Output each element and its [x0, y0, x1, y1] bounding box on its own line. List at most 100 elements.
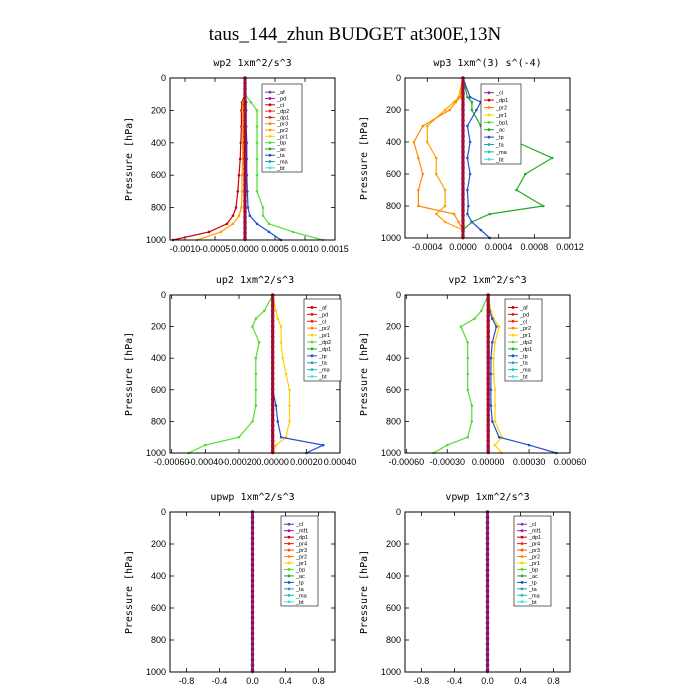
zero-profile-marker [270, 418, 275, 422]
data-point [492, 356, 495, 360]
legend-label: _ac [276, 147, 286, 153]
zero-profile-marker [486, 376, 490, 381]
chart-title: wp2 1xm^2/s^3 [213, 58, 291, 69]
legend-label: _ta [318, 361, 328, 367]
data-point [291, 230, 295, 234]
data-point [279, 435, 283, 439]
legend-swatch-marker [310, 340, 314, 344]
legend-label: _ta [495, 143, 505, 149]
zero-profile-marker [243, 97, 247, 102]
data-point [276, 317, 280, 321]
legend-swatch-marker [520, 542, 524, 546]
zero-profile-marker [461, 92, 465, 96]
zero-profile-marker [270, 329, 275, 334]
zero-profile-marker [270, 402, 275, 407]
zero-profile-marker [270, 319, 275, 323]
zero-profile-marker [485, 584, 490, 588]
chart-panel-5: upwp 1xm^2/s^3 0 200 400 600 800 1000 Pressure … [124, 492, 336, 686]
data-point [255, 173, 259, 177]
x-tick-label: 0.0 [246, 676, 259, 686]
x-tick-label: -0.0005 [200, 244, 231, 254]
chart-panel-2: wp3 1xm^(3) s^(-4) 0 200 400 600 800 1000 Press… [359, 58, 584, 252]
legend-swatch-marker [520, 600, 524, 604]
legend-swatch-marker [511, 347, 515, 351]
zero-profile-marker [243, 151, 247, 155]
zero-profile-marker [461, 123, 465, 128]
zero-profile-marker [486, 413, 490, 417]
data-point [468, 95, 472, 99]
data-point [493, 388, 497, 392]
legend-swatch-marker [268, 122, 272, 126]
legend-label: _ta [519, 361, 529, 367]
zero-profile-marker [243, 236, 247, 241]
data-point [254, 372, 258, 376]
data-point [454, 100, 458, 104]
zero-profile-marker [243, 167, 247, 171]
data-point [527, 443, 531, 447]
legend-swatch-marker [520, 529, 524, 533]
data-point [417, 188, 420, 192]
data-point [251, 420, 254, 423]
zero-profile-marker [243, 172, 247, 177]
data-point [231, 214, 235, 217]
y-tick-label: 200 [386, 105, 401, 115]
data-point [425, 140, 429, 144]
zero-profile-marker [485, 668, 490, 673]
data-point [495, 325, 498, 328]
data-point [267, 230, 271, 234]
legend-swatch-marker [487, 135, 491, 139]
y-tick-label: 600 [151, 170, 166, 180]
x-tick-label: -0.8 [179, 676, 195, 686]
chart-panel-6: vpwp 1xm^2/s^3 0 200 400 600 800 1000 Pressure … [359, 492, 571, 686]
legend-label: _pd [318, 312, 328, 318]
zero-profile-marker [270, 314, 275, 318]
data-point [470, 220, 474, 224]
zero-profile-marker [461, 139, 465, 144]
legend-swatch-marker [511, 326, 515, 330]
legend-label: _bp [528, 567, 538, 573]
zero-profile-marker [243, 188, 247, 193]
legend-label: _bp [295, 567, 305, 573]
legend: _af_pd_cl_pr2_pr1_dp2_dp1_tp_ta_ma_bt [504, 298, 543, 382]
zero-profile-marker [250, 578, 255, 583]
zero-profile-marker [243, 193, 247, 198]
data-point [279, 341, 283, 344]
y-tick-label: 200 [151, 105, 166, 115]
y-tick-label: 1000 [381, 667, 401, 677]
data-point [237, 214, 241, 217]
legend-label: _pd [276, 96, 286, 102]
legend-swatch-marker [287, 580, 291, 584]
legend-label: _tp [519, 354, 528, 360]
legend-label: _pr2 [528, 555, 540, 561]
data-point [467, 204, 470, 208]
data-point [490, 317, 494, 321]
legend-swatch-marker [511, 375, 515, 378]
zero-profile-marker [486, 407, 490, 412]
zero-profile-marker [461, 129, 465, 133]
zero-profile-marker [485, 547, 490, 551]
legend-swatch-marker [287, 593, 291, 597]
zero-profile-marker [486, 439, 490, 443]
y-tick-label: 600 [386, 603, 401, 613]
legend-label: _ma [318, 368, 331, 374]
x-tick-label: 0.00030 [513, 457, 546, 467]
data-point [550, 156, 554, 160]
legend-label: _pr4 [295, 542, 307, 548]
zero-profile-marker [485, 636, 490, 641]
legend-label: _tp [295, 580, 304, 586]
y-tick-label: 0 [396, 290, 401, 300]
data-point [470, 404, 474, 407]
legend: _cl_mf1_dp1_pr4_pr3_pr2_pr1_bp_ac_tp_ta_… [280, 515, 319, 607]
legend-swatch-marker [310, 361, 314, 365]
legend-swatch-marker [520, 522, 524, 526]
y-tick-label: 400 [151, 138, 166, 148]
y-tick-label: 1000 [146, 448, 166, 458]
zero-profile-marker [250, 541, 255, 546]
legend-swatch-marker [287, 587, 291, 591]
data-point [480, 309, 483, 313]
data-point [288, 420, 291, 423]
zero-profile-marker [486, 392, 490, 396]
zero-profile-marker [485, 631, 490, 636]
zero-profile-marker [485, 658, 490, 662]
chart-title: wp3 1xm^(3) s^(-4) [433, 58, 541, 69]
